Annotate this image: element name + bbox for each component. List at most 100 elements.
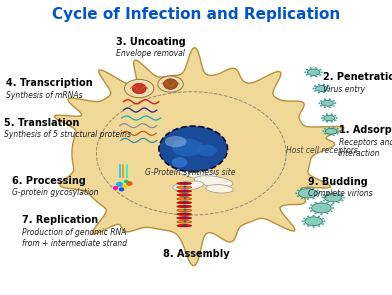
Circle shape (301, 187, 303, 189)
Circle shape (321, 117, 323, 119)
Circle shape (183, 193, 187, 196)
Circle shape (312, 187, 314, 189)
Circle shape (323, 194, 325, 196)
Circle shape (113, 186, 118, 190)
Circle shape (330, 210, 333, 212)
Ellipse shape (194, 176, 233, 187)
Ellipse shape (165, 136, 187, 147)
Text: Interaction: Interaction (339, 149, 381, 158)
Circle shape (328, 99, 331, 100)
Ellipse shape (177, 186, 192, 189)
Ellipse shape (321, 100, 333, 106)
Circle shape (327, 85, 329, 87)
Ellipse shape (172, 139, 203, 156)
Circle shape (310, 76, 312, 77)
Text: Complete virions: Complete virions (308, 189, 372, 199)
Circle shape (318, 84, 320, 86)
Circle shape (323, 84, 325, 86)
Circle shape (326, 113, 328, 115)
Ellipse shape (158, 76, 183, 92)
Circle shape (306, 74, 308, 76)
Circle shape (315, 67, 317, 69)
Circle shape (318, 216, 320, 217)
Circle shape (328, 134, 330, 136)
Circle shape (324, 106, 326, 108)
Circle shape (320, 100, 322, 102)
Text: 2. Penetration: 2. Penetration (323, 72, 392, 82)
Circle shape (183, 216, 187, 219)
Circle shape (322, 115, 325, 117)
Circle shape (323, 220, 325, 222)
Circle shape (297, 195, 299, 197)
Circle shape (327, 90, 329, 92)
Circle shape (320, 213, 323, 215)
Circle shape (334, 102, 336, 104)
Ellipse shape (177, 182, 192, 185)
Ellipse shape (177, 209, 192, 212)
Circle shape (183, 201, 187, 203)
Circle shape (327, 192, 329, 194)
Circle shape (328, 106, 331, 108)
Ellipse shape (307, 69, 320, 76)
Ellipse shape (172, 157, 187, 168)
Ellipse shape (177, 194, 192, 196)
Circle shape (302, 220, 304, 222)
Ellipse shape (197, 145, 217, 156)
Circle shape (322, 217, 324, 219)
Circle shape (307, 198, 309, 200)
Circle shape (304, 71, 307, 73)
Ellipse shape (316, 86, 327, 91)
Circle shape (330, 204, 333, 206)
Circle shape (324, 128, 326, 130)
Circle shape (314, 212, 317, 214)
Ellipse shape (325, 194, 342, 202)
Circle shape (337, 201, 339, 203)
Ellipse shape (159, 126, 227, 172)
Ellipse shape (173, 181, 203, 191)
Ellipse shape (312, 203, 331, 213)
Circle shape (328, 88, 330, 89)
Text: 6. Processing: 6. Processing (12, 176, 85, 186)
Circle shape (183, 209, 187, 211)
Circle shape (122, 184, 127, 189)
Circle shape (183, 212, 187, 215)
Circle shape (319, 74, 321, 76)
Text: Synthesis of mRNAs: Synthesis of mRNAs (6, 91, 82, 100)
Circle shape (323, 199, 325, 201)
Circle shape (336, 133, 339, 135)
Circle shape (310, 67, 312, 69)
Circle shape (303, 217, 305, 219)
Ellipse shape (177, 198, 192, 200)
Circle shape (116, 182, 123, 187)
Circle shape (336, 128, 339, 130)
Circle shape (324, 133, 326, 135)
Circle shape (318, 225, 320, 227)
Circle shape (303, 223, 305, 225)
Circle shape (183, 205, 187, 207)
Circle shape (320, 201, 323, 203)
Circle shape (328, 127, 330, 128)
Circle shape (318, 102, 321, 104)
Circle shape (330, 113, 333, 115)
Ellipse shape (177, 190, 192, 193)
Circle shape (310, 204, 312, 206)
Text: 3. Uncoating: 3. Uncoating (116, 37, 185, 47)
Text: from + intermediate strand: from + intermediate strand (22, 239, 127, 248)
Text: G-Protein synthesis site: G-Protein synthesis site (145, 168, 235, 177)
Circle shape (297, 189, 299, 191)
Circle shape (183, 182, 187, 184)
Text: Synthesis of 5 structural proteins: Synthesis of 5 structural proteins (4, 130, 131, 140)
Circle shape (124, 180, 129, 183)
Circle shape (334, 119, 336, 121)
Text: 9. Budding: 9. Budding (308, 177, 367, 187)
Text: Envelope removal: Envelope removal (116, 49, 185, 58)
Circle shape (337, 192, 339, 194)
Text: 1. Adsorption: 1. Adsorption (339, 125, 392, 135)
Text: Cycle of Infection and Replication: Cycle of Infection and Replication (52, 7, 340, 22)
Circle shape (320, 105, 322, 106)
Text: 5. Translation: 5. Translation (4, 118, 79, 128)
Circle shape (321, 71, 323, 73)
Circle shape (314, 90, 316, 92)
Circle shape (316, 195, 319, 197)
Ellipse shape (177, 221, 192, 223)
